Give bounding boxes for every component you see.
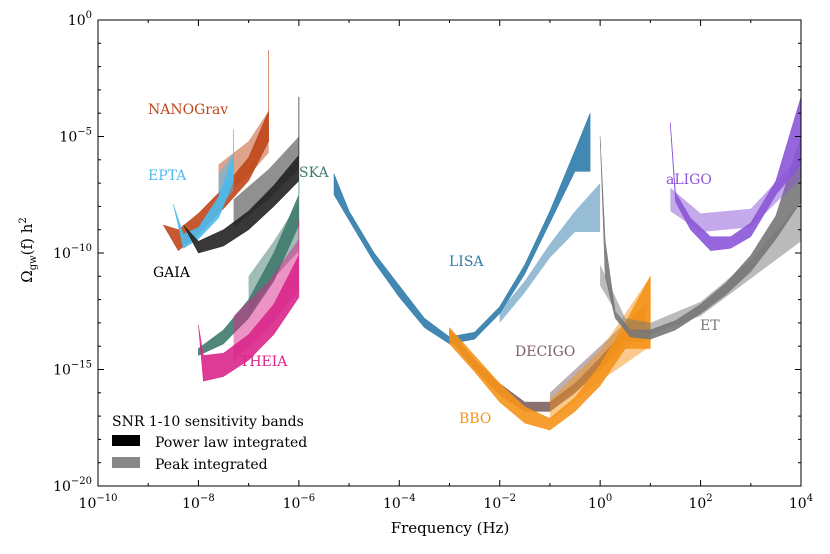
y-tick-label: 10−5	[59, 127, 92, 146]
x-tick-label: 10−4	[383, 493, 416, 512]
lisa-power-law-band	[333, 113, 591, 345]
nanograv-label: NANOGrav	[148, 102, 228, 118]
detector-labels: NANOGrav EPTA GAIA SKA THEIA LISA DECIGO BBO ET a…	[148, 102, 720, 427]
theia-peak-band	[233, 239, 299, 361]
x-tick-label: 102	[688, 493, 712, 512]
axis-ticks: 10−10 10−8 10−6 10−4 10−2 100 102 104 100 10−5 10−…	[53, 10, 813, 512]
x-axis-title: Frequency (Hz)	[391, 519, 510, 537]
legend: SNR 1-10 sensitivity bands Power law int…	[112, 414, 307, 473]
theia-label: THEIA	[240, 354, 288, 370]
legend-swatch-peak	[112, 457, 140, 468]
decigo-label: DECIGO	[515, 344, 575, 360]
y-tick-label: 10−15	[53, 360, 92, 379]
legend-title: SNR 1-10 sensitivity bands	[112, 414, 304, 430]
legend-label-power-law: Power law integrated	[155, 435, 307, 451]
y-tick-label: 10−20	[53, 476, 92, 495]
gaia-label: GAIA	[153, 265, 191, 281]
epta-label: EPTA	[148, 168, 187, 184]
lisa-peak-band	[499, 183, 601, 323]
bbo-peak-band	[549, 276, 651, 421]
bbo-label: BBO	[459, 411, 491, 427]
x-tick-label: 100	[588, 493, 612, 512]
x-tick-label: 10−2	[483, 493, 516, 512]
gaia-peak-band	[233, 136, 299, 228]
gaia-power-law-band	[183, 96, 300, 254]
ska-label: SKA	[299, 165, 329, 181]
aligo-label: aLIGO	[666, 172, 712, 188]
x-tick-label: 10−10	[79, 493, 118, 512]
x-tick-label: 10−8	[182, 493, 215, 512]
y-tick-label: 10−10	[53, 243, 92, 262]
et-label: ET	[700, 318, 720, 334]
legend-swatch-power-law	[112, 435, 140, 446]
x-tick-label: 10−6	[283, 493, 316, 512]
legend-label-peak: Peak integrated	[155, 457, 268, 473]
x-tick-label: 104	[789, 493, 813, 512]
y-tick-label: 100	[68, 10, 92, 29]
theia-power-law-band	[198, 220, 300, 382]
y-axis-title: Ωgw(f) h2	[18, 217, 39, 282]
lisa-label: LISA	[449, 254, 484, 270]
sensitivity-bands	[162, 50, 802, 431]
bbo-power-law-band	[449, 276, 651, 431]
